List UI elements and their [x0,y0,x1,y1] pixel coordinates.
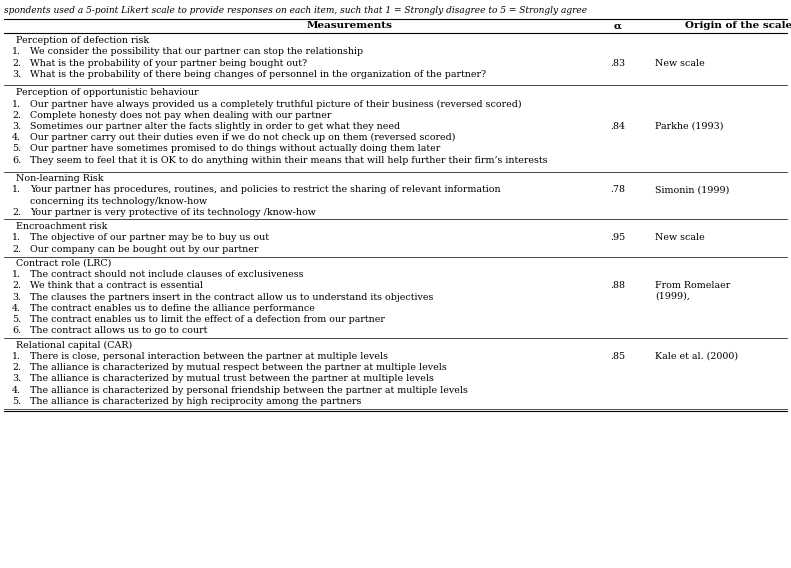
Text: The alliance is characterized by personal friendship between the partner at mult: The alliance is characterized by persona… [30,386,467,395]
Text: spondents used a 5-point Likert scale to provide responses on each item, such th: spondents used a 5-point Likert scale to… [4,6,587,15]
Text: The contract enables us to limit the effect of a defection from our partner: The contract enables us to limit the eff… [30,315,385,324]
Text: There is close, personal interaction between the partner at multiple levels: There is close, personal interaction bet… [30,352,388,361]
Text: What is the probability of there being changes of personnel in the organization : What is the probability of there being c… [30,70,486,79]
Text: 6.: 6. [12,326,21,335]
Text: 5.: 5. [12,397,21,406]
Text: We consider the possibility that our partner can stop the relationship: We consider the possibility that our par… [30,48,363,56]
Text: Measurements: Measurements [307,22,393,31]
Text: .95: .95 [611,233,626,243]
Text: Origin of the scale: Origin of the scale [685,22,791,31]
Text: .78: .78 [611,185,626,194]
Text: The contract allows us to go to court: The contract allows us to go to court [30,326,207,335]
Text: Our company can be bought out by our partner: Our company can be bought out by our par… [30,245,259,253]
Text: .88: .88 [611,282,626,290]
Text: Complete honesty does not pay when dealing with our partner: Complete honesty does not pay when deali… [30,111,331,120]
Text: Contract role (LRC): Contract role (LRC) [16,259,112,268]
Text: Our partner have always provided us a completely truthful picture of their busin: Our partner have always provided us a co… [30,99,521,108]
Text: 2.: 2. [12,59,21,68]
Text: 3.: 3. [12,70,21,79]
Text: Kale et al. (2000): Kale et al. (2000) [655,352,738,361]
Text: 1.: 1. [12,185,21,194]
Text: What is the probability of your partner being bought out?: What is the probability of your partner … [30,59,307,68]
Text: Perception of opportunistic behaviour: Perception of opportunistic behaviour [16,88,199,97]
Text: Encroachment risk: Encroachment risk [16,222,108,231]
Text: The alliance is characterized by high reciprocity among the partners: The alliance is characterized by high re… [30,397,361,406]
Text: 4.: 4. [12,133,21,142]
Text: 4.: 4. [12,304,21,313]
Text: 3.: 3. [12,293,21,302]
Text: 2.: 2. [12,282,21,290]
Text: Perception of defection risk: Perception of defection risk [16,36,149,45]
Text: α: α [614,22,622,31]
Text: .84: .84 [611,122,626,131]
Text: The contract should not include clauses of exclusiveness: The contract should not include clauses … [30,270,304,279]
Text: From Romelaer
(1999),: From Romelaer (1999), [655,282,730,301]
Text: concerning its technology/know-how: concerning its technology/know-how [30,197,207,206]
Text: The alliance is characterized by mutual trust between the partner at multiple le: The alliance is characterized by mutual … [30,374,434,383]
Text: The contract enables us to define the alliance performance: The contract enables us to define the al… [30,304,315,313]
Text: Simonin (1999): Simonin (1999) [655,185,729,194]
Text: They seem to feel that it is OK to do anything within their means that will help: They seem to feel that it is OK to do an… [30,156,547,165]
Text: 1.: 1. [12,48,21,56]
Text: 2.: 2. [12,208,21,217]
Text: Non-learning Risk: Non-learning Risk [16,174,104,183]
Text: 6.: 6. [12,156,21,165]
Text: New scale: New scale [655,59,705,68]
Text: Sometimes our partner alter the facts slightly in order to get what they need: Sometimes our partner alter the facts sl… [30,122,400,131]
Text: 1.: 1. [12,99,21,108]
Text: Your partner has procedures, routines, and policies to restrict the sharing of r: Your partner has procedures, routines, a… [30,185,501,194]
Text: Our partner carry out their duties even if we do not check up on them (reversed : Our partner carry out their duties even … [30,133,456,143]
Text: We think that a contract is essential: We think that a contract is essential [30,282,203,290]
Text: 4.: 4. [12,386,21,395]
Text: 1.: 1. [12,352,21,361]
Text: New scale: New scale [655,233,705,243]
Text: 5.: 5. [12,144,21,153]
Text: 2.: 2. [12,111,21,120]
Text: Relational capital (CAR): Relational capital (CAR) [16,340,132,350]
Text: 1.: 1. [12,270,21,279]
Text: .85: .85 [611,352,626,361]
Text: The clauses the partners insert in the contract allow us to understand its objec: The clauses the partners insert in the c… [30,293,433,302]
Text: 2.: 2. [12,363,21,372]
Text: 3.: 3. [12,374,21,383]
Text: The objective of our partner may be to buy us out: The objective of our partner may be to b… [30,233,269,243]
Text: Your partner is very protective of its technology /know-how: Your partner is very protective of its t… [30,208,316,217]
Text: Our partner have sometimes promised to do things without actually doing them lat: Our partner have sometimes promised to d… [30,144,441,153]
Text: .83: .83 [611,59,626,68]
Text: The alliance is characterized by mutual respect between the partner at multiple : The alliance is characterized by mutual … [30,363,447,372]
Text: Parkhe (1993): Parkhe (1993) [655,122,724,131]
Text: 5.: 5. [12,315,21,324]
Text: 1.: 1. [12,233,21,243]
Text: 2.: 2. [12,245,21,253]
Text: 3.: 3. [12,122,21,131]
